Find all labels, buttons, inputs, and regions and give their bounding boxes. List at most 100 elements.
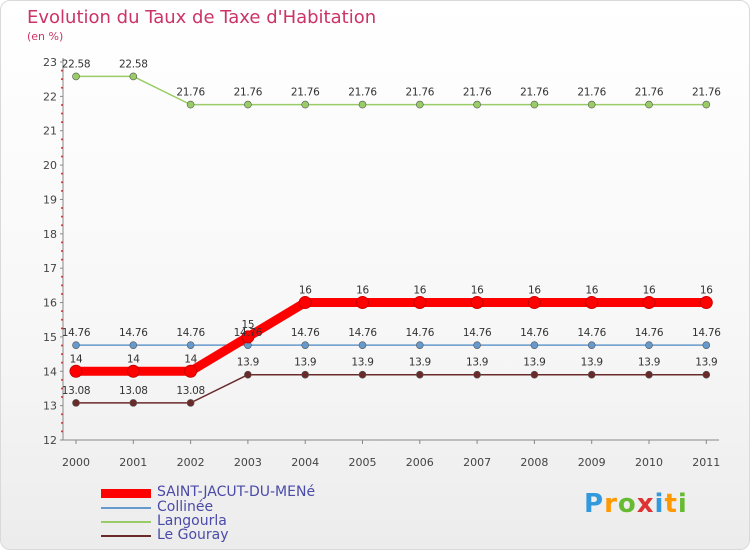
data-label: 16 — [585, 285, 598, 297]
data-point — [470, 296, 484, 310]
data-point — [415, 370, 424, 379]
data-label: 16 — [356, 285, 369, 297]
data-point — [530, 370, 539, 379]
data-label: 13.9 — [638, 357, 660, 369]
data-point — [244, 100, 252, 109]
data-point — [587, 341, 596, 349]
data-labels: 14 14 14 15 16 16 16 16 16 16 16 16 14.76 14.76 14.76 1… — [62, 58, 722, 397]
x-tick-label: 2010 — [635, 456, 663, 469]
data-label: 21.76 — [577, 87, 606, 99]
data-point — [415, 100, 424, 109]
chart-title: Evolution du Taux de Taxe d'Habitation — [27, 7, 377, 28]
y-minor-tick — [61, 155, 63, 158]
y-minor-tick — [61, 344, 63, 347]
data-point — [530, 100, 539, 109]
data-point — [645, 370, 653, 379]
x-tick-label: 2006 — [406, 456, 434, 469]
legend-swatch — [101, 535, 151, 537]
x-tick-label: 2007 — [463, 456, 491, 469]
data-point — [184, 364, 198, 378]
y-minor-tick — [61, 387, 63, 390]
logo-letter: r — [604, 489, 618, 519]
y-minor-tick — [61, 310, 63, 313]
data-label: 13.9 — [523, 357, 545, 369]
data-point — [129, 399, 138, 407]
y-minor-tick — [61, 241, 63, 244]
data-point — [129, 341, 138, 349]
y-minor-tick — [61, 413, 63, 416]
data-label: 15 — [242, 319, 255, 331]
y-tick-label: 15 — [43, 331, 57, 344]
data-point — [358, 341, 367, 349]
data-point — [699, 296, 713, 310]
data-label: 16 — [643, 285, 656, 297]
data-label: 21.76 — [234, 87, 263, 99]
data-point — [129, 72, 138, 81]
y-tick-label: 22 — [43, 90, 57, 103]
data-label: 16 — [700, 285, 713, 297]
y-minor-tick — [61, 181, 63, 184]
legend-label: SAINT-JACUT-DU-MENé — [157, 484, 316, 500]
data-point — [702, 100, 711, 109]
data-point — [186, 341, 195, 349]
data-label: 16 — [528, 285, 541, 297]
axes: 12 13 14 15 16 17 18 19 20 21 22 23 2000 2001 2002 2003… — [43, 56, 720, 469]
data-label: 14.76 — [234, 327, 263, 339]
data-point — [585, 296, 599, 310]
data-label: 14 — [184, 353, 197, 365]
y-tick-label: 17 — [43, 262, 57, 275]
y-tick-label: 18 — [43, 228, 57, 241]
data-label: 14.76 — [577, 327, 606, 339]
data-label: 21.76 — [291, 87, 320, 99]
logo-letter: o — [617, 489, 637, 519]
data-label: 16 — [471, 285, 484, 297]
y-minor-tick — [61, 275, 63, 278]
y-minor-tick — [61, 146, 63, 149]
x-tick-label: 2005 — [349, 456, 377, 469]
x-tick-label: 2008 — [520, 456, 548, 469]
data-point — [527, 296, 541, 310]
data-label: 14.76 — [119, 327, 148, 339]
data-point — [642, 296, 656, 310]
data-label: 21.76 — [463, 87, 492, 99]
data-label: 21.76 — [176, 87, 205, 99]
data-label: 13.9 — [237, 357, 259, 369]
logo-letter: t — [664, 489, 678, 519]
data-label: 21.76 — [635, 87, 664, 99]
data-point — [301, 341, 310, 349]
y-minor-tick — [61, 78, 63, 81]
data-point — [301, 370, 310, 379]
y-tick-label: 19 — [43, 193, 57, 206]
y-minor-tick — [61, 103, 63, 106]
data-point — [186, 100, 195, 109]
legend-swatch — [101, 521, 151, 523]
y-minor-tick — [61, 430, 63, 433]
data-label: 14.76 — [406, 327, 435, 339]
y-minor-tick — [61, 69, 63, 72]
x-tick-label: 2003 — [234, 456, 262, 469]
y-tick-label: 14 — [43, 365, 57, 378]
data-label: 13.08 — [62, 385, 91, 397]
y-minor-tick — [61, 121, 63, 124]
y-minor-tick — [61, 189, 63, 192]
series-lines — [76, 75, 707, 404]
y-tick-label: 16 — [43, 297, 57, 310]
data-label: 21.76 — [348, 87, 377, 99]
data-label: 21.76 — [520, 87, 549, 99]
y-minor-tick — [61, 378, 63, 381]
data-label: 22.58 — [62, 58, 91, 70]
data-label: 13.08 — [119, 385, 148, 397]
data-label: 13.9 — [351, 357, 373, 369]
y-minor-tick — [61, 207, 63, 210]
legend-label: Langourla — [157, 513, 227, 529]
data-point — [301, 100, 310, 109]
data-label: 21.76 — [692, 87, 721, 99]
data-point — [356, 296, 369, 310]
y-minor-tick — [61, 421, 63, 424]
y-minor-tick — [61, 172, 63, 175]
legend-label: Le Gouray — [157, 527, 229, 543]
y-tick-label: 20 — [43, 159, 57, 172]
data-label: 13.9 — [294, 357, 316, 369]
data-point — [645, 100, 653, 109]
logo-letter: i — [677, 489, 688, 519]
